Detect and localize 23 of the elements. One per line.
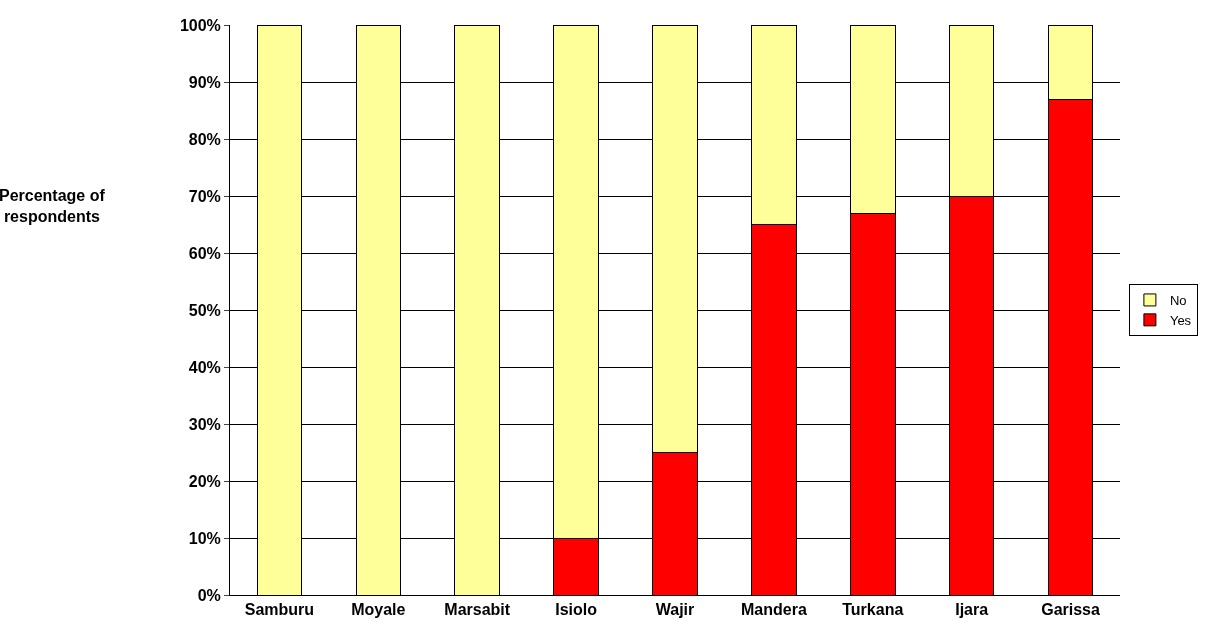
x-tick-label: Marsabit xyxy=(444,601,511,619)
y-axis-title: Percentage of respondents xyxy=(0,187,106,225)
x-tick-label: Turkana xyxy=(842,601,904,619)
x-tick-label: Samburu xyxy=(244,601,315,619)
y-tick-label: 30% xyxy=(188,415,221,433)
legend-label: No xyxy=(1169,293,1187,309)
x-tick-label: Ijara xyxy=(955,601,989,619)
y-tick-label: 10% xyxy=(188,529,221,547)
x-tick-label: Isiolo xyxy=(555,601,598,619)
y-tick-label: 70% xyxy=(188,187,221,205)
y-tick-label: 60% xyxy=(188,244,221,262)
y-tick-label: 80% xyxy=(188,130,221,148)
legend-label: Yes xyxy=(1169,312,1192,328)
y-tick-label: 20% xyxy=(188,472,221,490)
x-tick-label: Mandera xyxy=(740,601,807,619)
y-tick-label: 90% xyxy=(188,73,221,91)
y-tick-label: 0% xyxy=(197,586,221,604)
y-tick-label: 50% xyxy=(188,301,221,319)
x-tick-label: Wajir xyxy=(655,601,695,619)
x-tick-label: Moyale xyxy=(351,601,406,619)
y-tick-label: 40% xyxy=(188,358,221,376)
y-tick-label: 100% xyxy=(179,16,221,34)
x-tick-label: Garissa xyxy=(1041,601,1101,619)
